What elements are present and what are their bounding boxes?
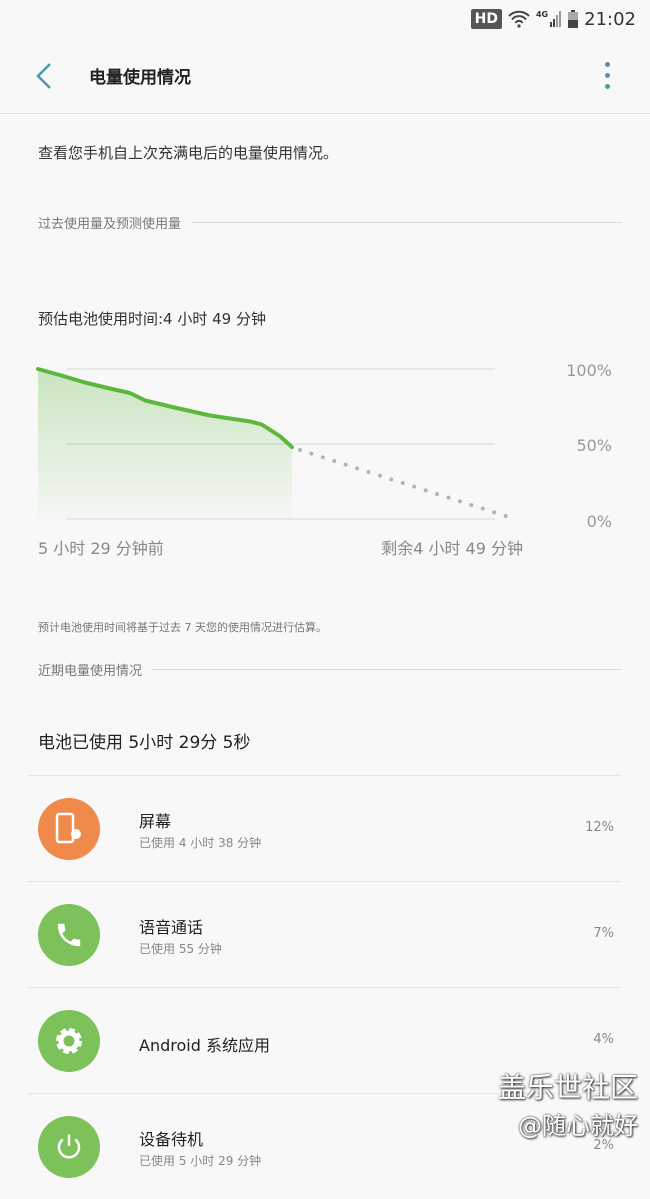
item-duration: 已使用 55 分钟: [139, 942, 222, 956]
screen-brightness-icon: [38, 798, 100, 860]
item-percent: 2%: [593, 1138, 614, 1153]
page-title: 电量使用情况: [89, 68, 191, 88]
back-button[interactable]: [32, 60, 56, 92]
section-label: 近期电量使用情况: [38, 664, 143, 679]
gear-icon: [38, 1010, 100, 1072]
signal-icon: [550, 11, 562, 27]
x-label-end: 剩余4 小时 49 分钟: [381, 539, 523, 558]
item-name: Android 系统应用: [139, 1036, 270, 1055]
usage-item-android-system[interactable]: Android 系统应用 4%: [28, 987, 622, 1093]
x-label-start: 5 小时 29 分钟前: [38, 539, 164, 558]
tick-label-100: 100%: [566, 361, 612, 380]
section-header-recent: 近期电量使用情况: [38, 660, 622, 679]
item-name: 设备待机: [139, 1130, 204, 1149]
network-label: 4G: [535, 10, 549, 19]
section-label: 过去使用量及预测使用量: [38, 217, 182, 232]
estimate-note: 预计电池使用时间将基于过去 7 天您的使用情况进行估算。: [38, 621, 327, 634]
wifi-icon: [508, 10, 530, 28]
battery-icon: [568, 10, 579, 28]
actual-usage-line: [36, 367, 294, 449]
tick-label-50: 50%: [576, 436, 612, 455]
estimated-time: 预估电池使用时间:4 小时 49 分钟: [38, 310, 266, 328]
hd-badge: HD: [470, 9, 502, 29]
status-bar: HD 4G 21:02: [0, 0, 650, 38]
tick-label-0: 0%: [587, 512, 612, 531]
item-percent: 12%: [585, 820, 614, 835]
item-name: 屏幕: [139, 812, 172, 831]
item-percent: 7%: [593, 926, 614, 941]
more-options-icon[interactable]: [605, 62, 610, 89]
predicted-usage-line: [297, 448, 517, 521]
battery-chart: 100% 50% 0% 5 小时 29 分钟前 剩余4 小时 49 分钟: [36, 361, 612, 558]
watermark-line1: 盖乐世社区: [497, 1071, 638, 1104]
item-duration: 已使用 4 小时 38 分钟: [139, 836, 262, 850]
power-icon: [38, 1116, 100, 1178]
usage-item-voice-call[interactable]: 语音通话 已使用 55 分钟 7%: [28, 881, 622, 987]
phone-icon: [38, 904, 100, 966]
clock: 21:02: [584, 8, 636, 30]
section-header-past: 过去使用量及预测使用量: [38, 213, 622, 232]
item-percent: 4%: [593, 1032, 614, 1047]
item-duration: 已使用 5 小时 29 分钟: [139, 1154, 262, 1168]
item-name: 语音通话: [139, 918, 204, 937]
watermark: 盖乐世社区 @随心就好: [498, 1066, 638, 1141]
battery-used-total: 电池已使用 5小时 29分 5秒: [38, 733, 251, 753]
usage-item-screen[interactable]: 屏幕 已使用 4 小时 38 分钟 12%: [28, 775, 622, 881]
actual-usage-area: [38, 369, 292, 519]
description: 查看您手机自上次充满电后的电量使用情况。: [38, 144, 339, 162]
watermark-line2: @随心就好: [518, 1112, 638, 1140]
app-bar: 电量使用情况: [0, 38, 650, 114]
